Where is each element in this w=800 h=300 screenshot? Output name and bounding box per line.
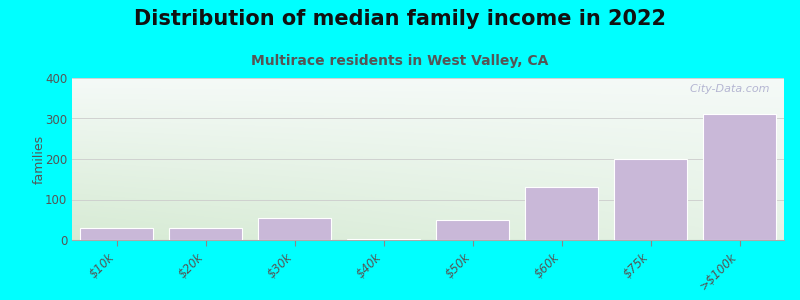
- Bar: [436, 220, 509, 240]
- Bar: [347, 239, 420, 240]
- Bar: [258, 218, 331, 240]
- Text: City-Data.com: City-Data.com: [683, 85, 770, 94]
- Bar: [525, 187, 598, 240]
- Text: Distribution of median family income in 2022: Distribution of median family income in …: [134, 9, 666, 29]
- Bar: [703, 114, 776, 240]
- Bar: [80, 228, 153, 240]
- Bar: [614, 159, 687, 240]
- Text: Multirace residents in West Valley, CA: Multirace residents in West Valley, CA: [251, 54, 549, 68]
- Y-axis label: families: families: [33, 134, 46, 184]
- Bar: [169, 228, 242, 240]
